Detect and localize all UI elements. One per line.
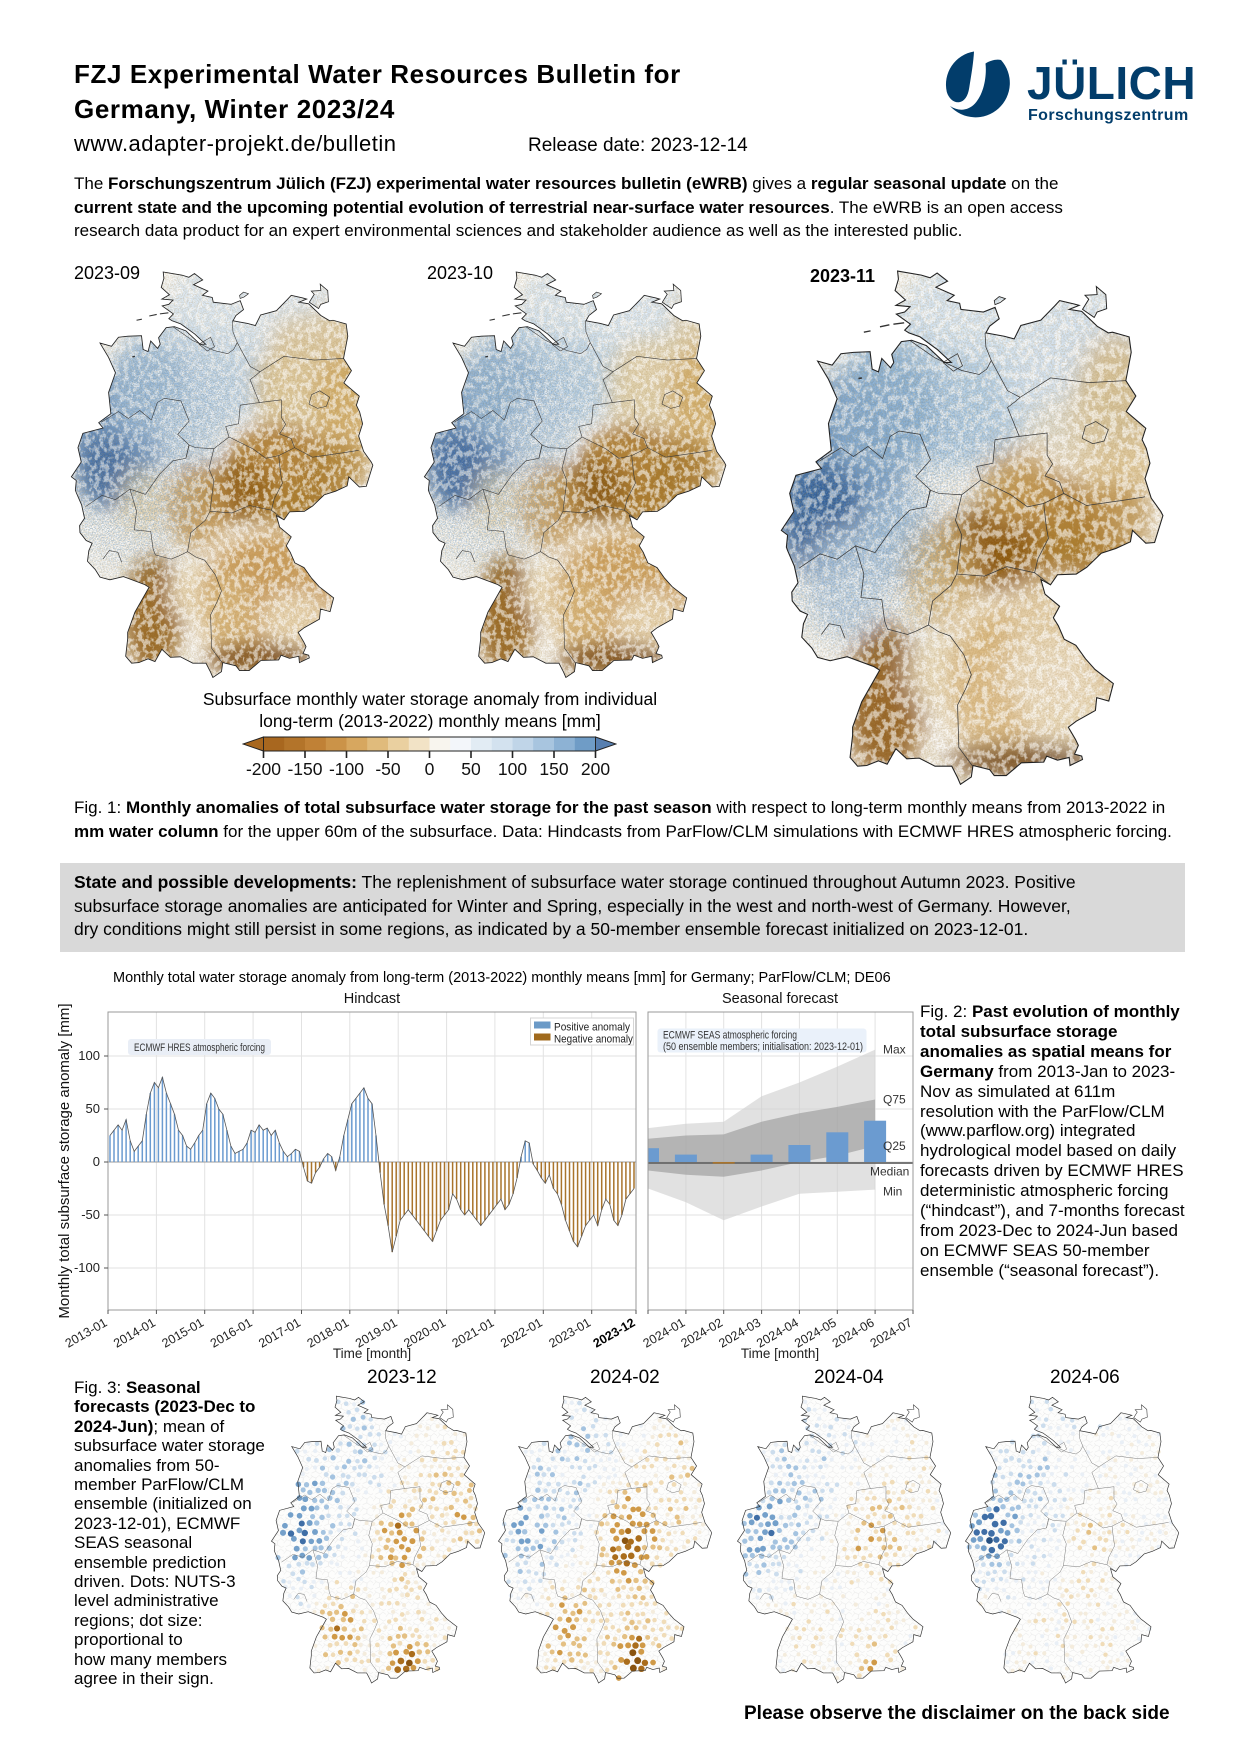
svg-text:Monthly total subsurface stora: Monthly total subsurface storage anomaly… [56, 1003, 73, 1318]
svg-text:Min: Min [883, 1185, 902, 1199]
svg-text:100: 100 [498, 759, 527, 779]
svg-text:-150: -150 [287, 759, 322, 779]
svg-text:2024-07: 2024-07 [868, 1315, 915, 1350]
svg-text:-100: -100 [329, 759, 364, 779]
svg-text:2023-12: 2023-12 [591, 1315, 638, 1350]
svg-text:0: 0 [425, 759, 435, 779]
svg-text:100: 100 [78, 1048, 100, 1063]
svg-text:2015-01: 2015-01 [159, 1315, 206, 1350]
svg-text:150: 150 [539, 759, 568, 779]
svg-text:Time [month]: Time [month] [741, 1346, 819, 1361]
svg-text:Hindcast: Hindcast [344, 991, 400, 1007]
svg-text:Forschungszentrum: Forschungszentrum [1028, 107, 1189, 124]
svg-text:-50: -50 [375, 759, 401, 779]
svg-text:Max: Max [883, 1043, 906, 1057]
svg-text:ECMWF SEAS atmospheric forcing: ECMWF SEAS atmospheric forcing [663, 1030, 797, 1042]
svg-text:Negative anomaly: Negative anomaly [554, 1034, 633, 1046]
svg-text:2013-01: 2013-01 [63, 1315, 110, 1350]
svg-text:Median: Median [870, 1164, 909, 1178]
svg-text:2024-06: 2024-06 [830, 1315, 877, 1350]
svg-text:2021-01: 2021-01 [450, 1315, 497, 1350]
svg-text:2014-01: 2014-01 [111, 1315, 158, 1350]
svg-text:0: 0 [93, 1154, 100, 1169]
svg-text:2017-01: 2017-01 [256, 1315, 303, 1350]
svg-text:-200: -200 [246, 759, 281, 779]
svg-text:Q75: Q75 [883, 1093, 906, 1107]
svg-text:JÜLICH: JÜLICH [1027, 57, 1196, 109]
svg-text:Positive anomaly: Positive anomaly [554, 1022, 630, 1034]
svg-text:2024-02: 2024-02 [678, 1315, 725, 1350]
svg-text:2024-01: 2024-01 [641, 1315, 688, 1350]
svg-text:Q25: Q25 [883, 1139, 906, 1153]
svg-text:50: 50 [86, 1101, 100, 1116]
svg-text:200: 200 [581, 759, 610, 779]
svg-text:Seasonal forecast: Seasonal forecast [722, 991, 838, 1007]
svg-text:-50: -50 [81, 1207, 100, 1222]
svg-text:-100: -100 [74, 1260, 100, 1275]
svg-text:2023-01: 2023-01 [546, 1315, 593, 1350]
svg-text:(50 ensemble members; initiali: (50 ensemble members; initialisation: 20… [663, 1041, 863, 1053]
svg-text:2022-01: 2022-01 [498, 1315, 545, 1350]
svg-text:50: 50 [461, 759, 481, 779]
svg-text:2016-01: 2016-01 [208, 1315, 255, 1350]
svg-text:Time [month]: Time [month] [333, 1346, 411, 1361]
svg-text:ECMWF HRES atmospheric forcing: ECMWF HRES atmospheric forcing [134, 1042, 265, 1054]
